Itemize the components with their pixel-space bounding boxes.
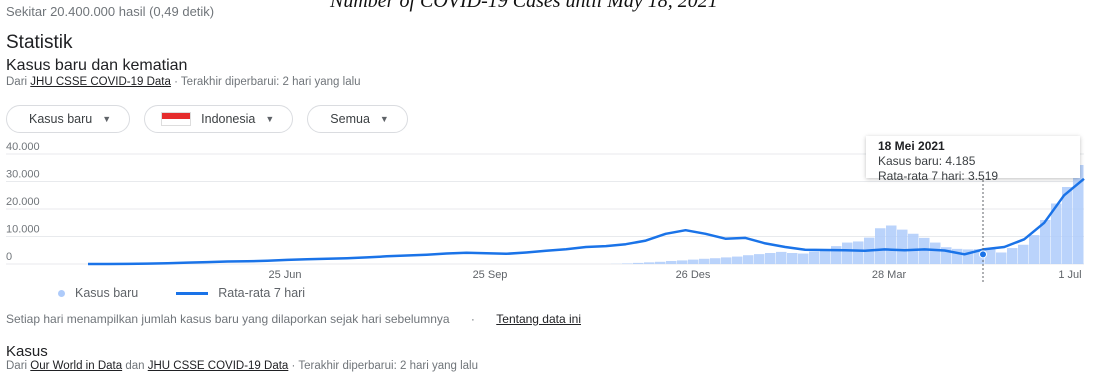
filter-chips: Kasus baru ▼ Indonesia ▼ Semua ▼ xyxy=(6,105,408,133)
bar xyxy=(985,249,996,264)
bar xyxy=(743,255,754,264)
metric-dropdown-label: Kasus baru xyxy=(29,112,92,126)
country-dropdown[interactable]: Indonesia ▼ xyxy=(144,105,293,133)
bar xyxy=(633,263,644,264)
source-updated: · Terakhir diperbarui: 2 hari yang lalu xyxy=(174,76,360,88)
kasus-source-updated: · Terakhir diperbarui: 2 hari yang lalu xyxy=(292,360,478,372)
x-tick-label: 26 Des xyxy=(676,269,711,281)
bar xyxy=(787,253,798,264)
metric-dropdown[interactable]: Kasus baru ▼ xyxy=(6,105,130,133)
bar xyxy=(622,263,633,264)
x-tick-label: 25 Jun xyxy=(268,269,301,281)
bars-legend-label: Kasus baru xyxy=(75,286,138,300)
chevron-down-icon: ▼ xyxy=(102,114,111,124)
jhu-link[interactable]: JHU CSSE COVID-19 Data xyxy=(148,360,289,372)
bar xyxy=(666,261,677,264)
chart-title: Kasus baru dan kematian xyxy=(6,57,187,75)
bar xyxy=(886,226,897,265)
bar xyxy=(842,243,853,264)
kasus-title: Kasus xyxy=(6,343,48,360)
chart-source: Dari JHU CSSE COVID-19 Data · Terakhir d… xyxy=(6,76,361,88)
bar xyxy=(809,252,820,264)
bar xyxy=(710,258,721,264)
bar xyxy=(1062,187,1073,264)
bars-legend-swatch xyxy=(58,290,65,297)
bar xyxy=(644,262,655,264)
y-tick-label: 20.000 xyxy=(6,196,40,208)
result-stats: Sekitar 20.400.000 hasil (0,49 detik) xyxy=(6,4,214,19)
kasus-source-middle: dan xyxy=(125,360,144,372)
bar xyxy=(897,230,908,264)
top-caption: Number of COVID-19 Cases until May 18, 2… xyxy=(330,0,718,13)
bar xyxy=(1007,248,1018,264)
range-dropdown[interactable]: Semua ▼ xyxy=(307,105,408,133)
bar xyxy=(831,246,842,264)
tooltip-average: Rata-rata 7 hari: 3.519 xyxy=(878,169,1072,183)
x-tick-label: 28 Mar xyxy=(872,269,907,281)
bar xyxy=(765,253,776,264)
owid-link[interactable]: Our World in Data xyxy=(30,360,122,372)
country-dropdown-label: Indonesia xyxy=(201,112,255,126)
bar xyxy=(677,260,688,264)
tooltip-new-cases: Kasus baru: 4.185 xyxy=(878,154,1072,168)
chart-legend: Kasus baru Rata-rata 7 hari xyxy=(58,286,305,300)
section-title: Statistik xyxy=(6,32,73,54)
about-data-link[interactable]: Tentang data ini xyxy=(496,312,581,326)
chart-note: Setiap hari menampilkan jumlah kasus bar… xyxy=(6,312,581,326)
chevron-down-icon: ▼ xyxy=(380,114,389,124)
bar xyxy=(875,228,886,264)
chart-tooltip: 18 Mei 2021 Kasus baru: 4.185 Rata-rata … xyxy=(866,136,1080,178)
bar xyxy=(798,254,809,264)
bar xyxy=(699,259,710,264)
bar xyxy=(919,238,930,264)
note-separator: · xyxy=(471,312,475,326)
bar xyxy=(930,243,941,264)
kasus-source-prefix: Dari xyxy=(6,360,27,372)
bar xyxy=(1029,235,1040,264)
bar xyxy=(853,241,864,264)
x-tick-label: 25 Sep xyxy=(473,269,508,281)
bar xyxy=(996,252,1007,264)
y-tick-label: 10.000 xyxy=(6,224,40,236)
tooltip-date: 18 Mei 2021 xyxy=(878,139,1072,153)
kasus-source: Dari Our World in Data dan JHU CSSE COVI… xyxy=(6,360,478,372)
range-dropdown-label: Semua xyxy=(330,112,370,126)
bar xyxy=(1018,245,1029,264)
line-legend-label: Rata-rata 7 hari xyxy=(218,286,305,300)
indonesia-flag-icon xyxy=(161,112,191,126)
y-tick-label: 30.000 xyxy=(6,169,40,181)
bar xyxy=(754,254,765,264)
y-tick-label: 0 xyxy=(6,251,12,263)
bar xyxy=(1040,220,1051,264)
bar xyxy=(732,257,743,264)
chevron-down-icon: ▼ xyxy=(265,114,274,124)
highlight-point xyxy=(980,251,987,258)
source-prefix: Dari xyxy=(6,76,27,88)
bar xyxy=(655,262,666,264)
bar xyxy=(688,260,699,264)
bar xyxy=(721,257,732,264)
bar xyxy=(820,250,831,264)
x-tick-label: 1 Jul xyxy=(1058,269,1081,281)
bar xyxy=(776,252,787,264)
line-legend-swatch xyxy=(176,292,208,295)
source-link[interactable]: JHU CSSE COVID-19 Data xyxy=(30,76,171,88)
note-text: Setiap hari menampilkan jumlah kasus bar… xyxy=(6,312,450,326)
y-tick-label: 40.000 xyxy=(6,141,40,153)
